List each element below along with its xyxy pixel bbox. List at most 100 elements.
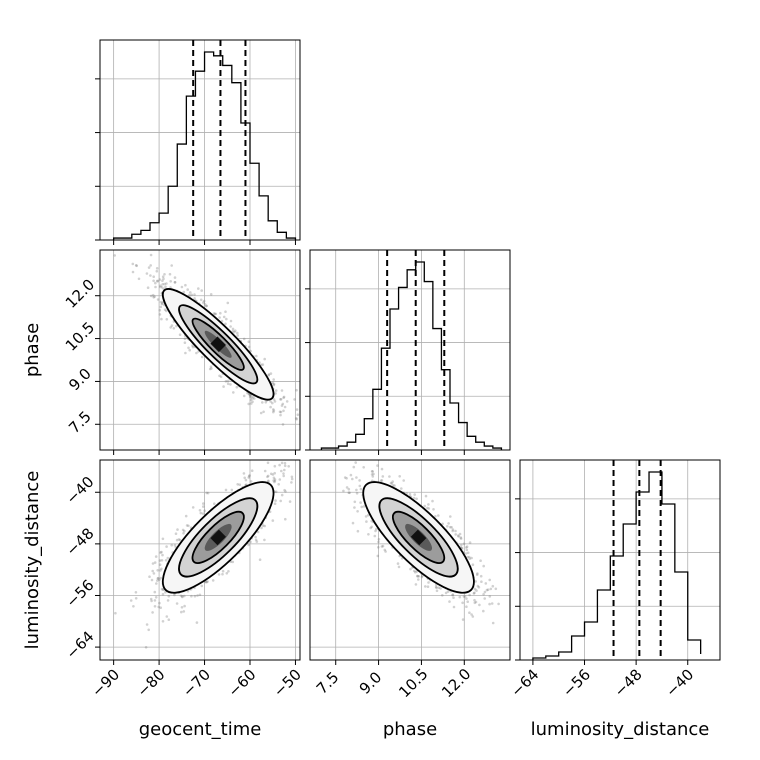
joint-phase_vs_geocent_time-point [152, 296, 155, 299]
joint-phase_vs_geocent_time-point [186, 288, 189, 291]
joint-luminosity_distance_vs_geocent_time-point [205, 580, 208, 584]
joint-phase_vs_geocent_time-point [225, 317, 228, 321]
joint-phase_vs_geocent_time-point [145, 272, 149, 275]
joint-phase_vs_geocent_time-point [267, 374, 271, 377]
joint-luminosity_distance_vs_phase-point [458, 595, 462, 599]
joint-luminosity_distance_vs_phase-point [483, 597, 487, 600]
joint-phase_vs_geocent_time-point [151, 293, 155, 297]
xtick-label-luminosity_distance: −48 [611, 665, 646, 700]
joint-phase_vs_geocent_time-point [154, 285, 157, 289]
joint-luminosity_distance_vs_geocent_time-point [202, 505, 205, 508]
joint-luminosity_distance_vs_geocent_time-point [290, 477, 294, 481]
joint-luminosity_distance_vs_phase-point [375, 527, 378, 531]
joint-luminosity_distance_vs_phase-point [391, 484, 395, 487]
joint-luminosity_distance_vs_phase-point [370, 473, 374, 476]
joint-luminosity_distance_vs_geocent_time-point [149, 597, 153, 601]
joint-luminosity_distance_vs_geocent_time-point [273, 479, 277, 483]
joint-phase_vs_geocent_time-point [195, 351, 198, 355]
joint-luminosity_distance_vs_phase-point [468, 611, 471, 614]
joint-luminosity_distance_vs_geocent_time-contour [191, 510, 245, 564]
joint-luminosity_distance_vs_geocent_time-point [282, 472, 285, 475]
joint-phase_vs_geocent_time-point [210, 367, 213, 370]
joint-phase_vs_geocent_time-point [165, 309, 168, 313]
joint-luminosity_distance_vs_phase-point [439, 587, 442, 590]
joint-phase_vs_geocent_time-point [161, 301, 164, 305]
joint-luminosity_distance_vs_phase-point [362, 466, 366, 469]
joint-luminosity_distance_vs_geocent_time-point [263, 524, 267, 528]
joint-luminosity_distance_vs_geocent_time-point [266, 475, 269, 479]
joint-phase_vs_geocent_time-point [249, 394, 252, 397]
ytick-label-luminosity_distance: −48 [62, 524, 97, 559]
joint-phase_vs_geocent_time-point [134, 264, 138, 267]
joint-phase_vs_geocent_time-point [231, 327, 235, 331]
joint-luminosity_distance_vs_geocent_time-point [180, 610, 183, 614]
joint-luminosity_distance_vs_geocent_time-point [181, 595, 184, 599]
joint-luminosity_distance_vs_phase-point [462, 542, 466, 546]
joint-luminosity_distance_vs_geocent_time-point [151, 611, 154, 614]
joint-phase_vs_geocent_time-point [278, 410, 282, 414]
joint-phase_vs_geocent_time-point [242, 337, 246, 341]
joint-luminosity_distance_vs_geocent_time-point [206, 580, 209, 583]
joint-phase_vs_geocent_time-contour [178, 304, 259, 385]
joint-luminosity_distance_vs_geocent_time-point [175, 538, 179, 542]
ytick-label-phase: 10.5 [62, 318, 98, 354]
hist-phase-panel [305, 249, 511, 455]
joint-luminosity_distance_vs_phase-point [476, 584, 480, 588]
joint-luminosity_distance_vs_phase-point [451, 593, 454, 597]
joint-luminosity_distance_vs_phase-point [446, 525, 449, 528]
joint-luminosity_distance_vs_geocent_time-contour [178, 497, 259, 578]
joint-luminosity_distance_vs_phase-point [355, 488, 358, 492]
joint-luminosity_distance_vs_geocent_time-point [198, 509, 202, 512]
joint-luminosity_distance_vs_phase-point [451, 593, 455, 596]
joint-luminosity_distance_vs_phase-point [441, 594, 444, 597]
joint-luminosity_distance_vs_phase-point [358, 484, 362, 488]
joint-luminosity_distance_vs_geocent_time-point [182, 532, 185, 535]
joint-luminosity_distance_vs_phase-point [353, 500, 357, 504]
joint-luminosity_distance_vs_phase-point [437, 586, 441, 589]
joint-luminosity_distance_vs_geocent_time-point [256, 530, 260, 534]
joint-luminosity_distance_vs_geocent_time-point [272, 479, 275, 482]
joint-luminosity_distance_vs_geocent_time-point [164, 590, 167, 594]
joint-luminosity_distance_vs_phase-point [391, 480, 395, 483]
joint-luminosity_distance_vs_phase-point [377, 546, 380, 549]
joint-phase_vs_geocent_time-point [205, 304, 208, 308]
joint-phase_vs_geocent_time-point [165, 282, 168, 285]
joint-phase_vs_geocent_time-point [131, 262, 135, 266]
joint-luminosity_distance_vs_phase-point [359, 501, 362, 504]
joint-luminosity_distance_vs_phase-point [376, 554, 380, 558]
joint-phase_vs_geocent_time-point [229, 383, 232, 386]
joint-luminosity_distance_vs_phase-point [459, 536, 463, 539]
joint-luminosity_distance_vs_phase-point [478, 603, 481, 607]
joint-phase_vs_geocent_time-point [271, 381, 275, 385]
joint-luminosity_distance_vs_phase-point [468, 557, 472, 560]
joint-phase_vs_geocent_time-point [159, 300, 163, 304]
joint-luminosity_distance_vs_phase-point [365, 520, 368, 523]
joint-luminosity_distance_vs_geocent_time-point [195, 621, 199, 624]
joint-luminosity_distance_vs_geocent_time-point [272, 476, 276, 480]
joint-phase_vs_geocent_time-point [160, 286, 164, 289]
joint-luminosity_distance_vs_phase-point [465, 605, 468, 608]
joint-luminosity_distance_vs_phase-point [371, 475, 375, 478]
joint-phase_vs_geocent_time-point [183, 341, 187, 345]
joint-phase_vs_geocent_time-point [161, 275, 165, 279]
joint-luminosity_distance_vs_phase-point [380, 479, 384, 482]
joint-phase_vs_geocent_time-point [187, 346, 190, 350]
joint-phase_vs_geocent_time-point [159, 284, 162, 288]
joint-luminosity_distance_vs_geocent_time-point [274, 499, 277, 502]
joint-phase_vs_geocent_time-point [199, 298, 203, 302]
joint-luminosity_distance_vs_geocent_time-point [280, 461, 284, 465]
joint-phase_vs_geocent_time-point [272, 410, 275, 414]
joint-luminosity_distance_vs_geocent_time-point [151, 562, 155, 565]
joint-luminosity_distance_vs_geocent_time-point [181, 595, 184, 598]
joint-phase_vs_geocent_time-point [226, 382, 230, 386]
joint-phase_vs_geocent_time-point [155, 269, 159, 273]
joint-phase_vs_geocent_time-point [261, 363, 265, 366]
joint-luminosity_distance_vs_phase-point [477, 586, 481, 589]
joint-luminosity_distance_vs_geocent_time-point [150, 578, 154, 582]
joint-phase_vs_geocent_time-point [209, 365, 213, 369]
joint-luminosity_distance_vs_phase-point [473, 601, 477, 605]
xtick-label-geocent_time: −70 [179, 665, 214, 700]
joint-phase_vs_geocent_time-point [208, 367, 212, 371]
xtick-label-phase: 12.0 [438, 665, 474, 701]
joint-luminosity_distance_vs_phase-point [454, 529, 457, 533]
